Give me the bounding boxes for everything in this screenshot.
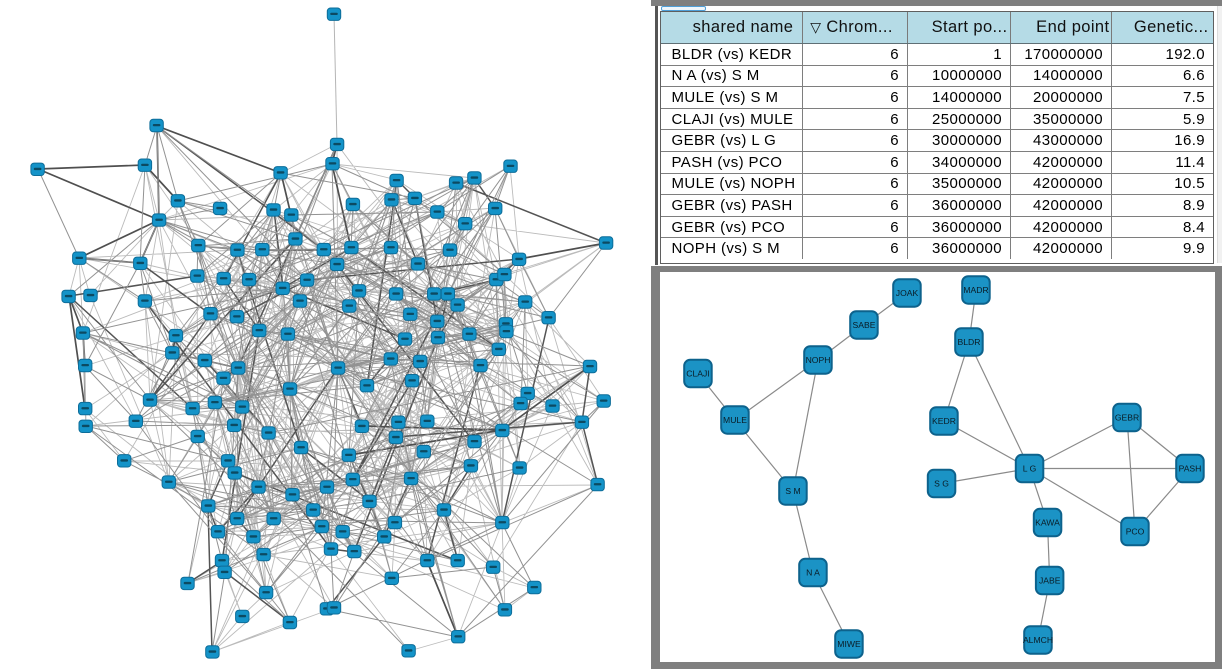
svg-text:KEDR: KEDR — [932, 416, 956, 426]
svg-text:S M: S M — [785, 486, 800, 496]
svg-text:KAWA: KAWA — [1035, 517, 1060, 527]
svg-text:CLAJI: CLAJI — [686, 368, 709, 378]
svg-text:JOAK: JOAK — [895, 288, 918, 298]
svg-text:GEBR: GEBR — [1114, 412, 1138, 422]
svg-text:MIWE: MIWE — [837, 639, 861, 649]
svg-text:JABE: JABE — [1038, 575, 1060, 585]
svg-text:N A: N A — [806, 567, 820, 577]
svg-text:L G: L G — [1022, 463, 1036, 473]
svg-text:PCO: PCO — [1125, 526, 1144, 536]
svg-text:ALMCH: ALMCH — [1022, 635, 1052, 645]
svg-text:BLDR: BLDR — [957, 337, 980, 347]
svg-text:NOPH: NOPH — [805, 355, 830, 365]
svg-text:PASH: PASH — [1178, 463, 1201, 473]
svg-text:S G: S G — [934, 478, 949, 488]
svg-text:MULE: MULE — [723, 415, 747, 425]
svg-text:SABE: SABE — [852, 320, 875, 330]
svg-text:MADR: MADR — [963, 285, 988, 295]
